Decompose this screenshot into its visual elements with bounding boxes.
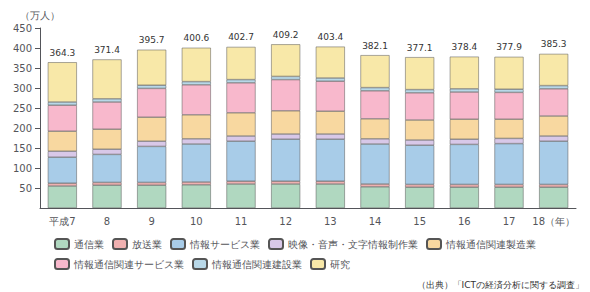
svg-text:377.9: 377.9 xyxy=(496,42,522,52)
svg-text:（万人）: （万人） xyxy=(20,10,60,21)
svg-text:100: 100 xyxy=(13,163,32,174)
svg-text:382.1: 382.1 xyxy=(362,41,388,51)
svg-text:200: 200 xyxy=(13,123,32,134)
svg-text:18（年）: 18（年） xyxy=(532,216,575,227)
svg-text:150: 150 xyxy=(13,143,32,154)
svg-text:15: 15 xyxy=(413,216,426,227)
svg-text:映像・音声・文字情報制作業: 映像・音声・文字情報制作業 xyxy=(288,239,418,250)
svg-text:403.4: 403.4 xyxy=(317,32,343,42)
svg-text:情報通信関連建設業: 情報通信関連建設業 xyxy=(211,259,302,270)
svg-text:402.7: 402.7 xyxy=(228,32,254,42)
svg-text:378.4: 378.4 xyxy=(451,42,477,52)
svg-text:平成7: 平成7 xyxy=(49,216,75,227)
svg-text:放送業: 放送業 xyxy=(132,239,162,250)
svg-text:371.4: 371.4 xyxy=(94,45,120,55)
svg-text:10: 10 xyxy=(190,216,203,227)
svg-text:400: 400 xyxy=(13,43,32,54)
svg-text:300: 300 xyxy=(13,83,32,94)
svg-text:9: 9 xyxy=(148,216,154,227)
svg-text:14: 14 xyxy=(369,216,382,227)
svg-text:通信業: 通信業 xyxy=(74,239,104,250)
svg-text:12: 12 xyxy=(279,216,292,227)
svg-text:研究: 研究 xyxy=(330,259,350,270)
svg-text:情報サービス業: 情報サービス業 xyxy=(189,239,260,250)
svg-text:13: 13 xyxy=(324,216,337,227)
svg-text:364.3: 364.3 xyxy=(49,48,75,58)
svg-text:385.3: 385.3 xyxy=(541,39,567,49)
svg-text:8: 8 xyxy=(104,216,110,227)
svg-text:400.6: 400.6 xyxy=(183,33,209,43)
svg-text:350: 350 xyxy=(13,63,32,74)
svg-text:情報通信関連サービス業: 情報通信関連サービス業 xyxy=(73,259,184,270)
svg-text:情報通信関連製造業: 情報通信関連製造業 xyxy=(445,239,536,250)
svg-text:250: 250 xyxy=(13,103,32,114)
svg-text:（出典）「ICTの経済分析に関する調査」: （出典）「ICTの経済分析に関する調査」 xyxy=(417,280,584,290)
svg-text:450: 450 xyxy=(13,23,32,34)
svg-text:11: 11 xyxy=(235,216,248,227)
svg-text:395.7: 395.7 xyxy=(139,35,165,45)
svg-text:17: 17 xyxy=(503,216,516,227)
svg-text:377.1: 377.1 xyxy=(407,43,433,53)
svg-text:50: 50 xyxy=(19,183,32,194)
svg-text:409.2: 409.2 xyxy=(273,30,299,40)
svg-text:16: 16 xyxy=(458,216,471,227)
